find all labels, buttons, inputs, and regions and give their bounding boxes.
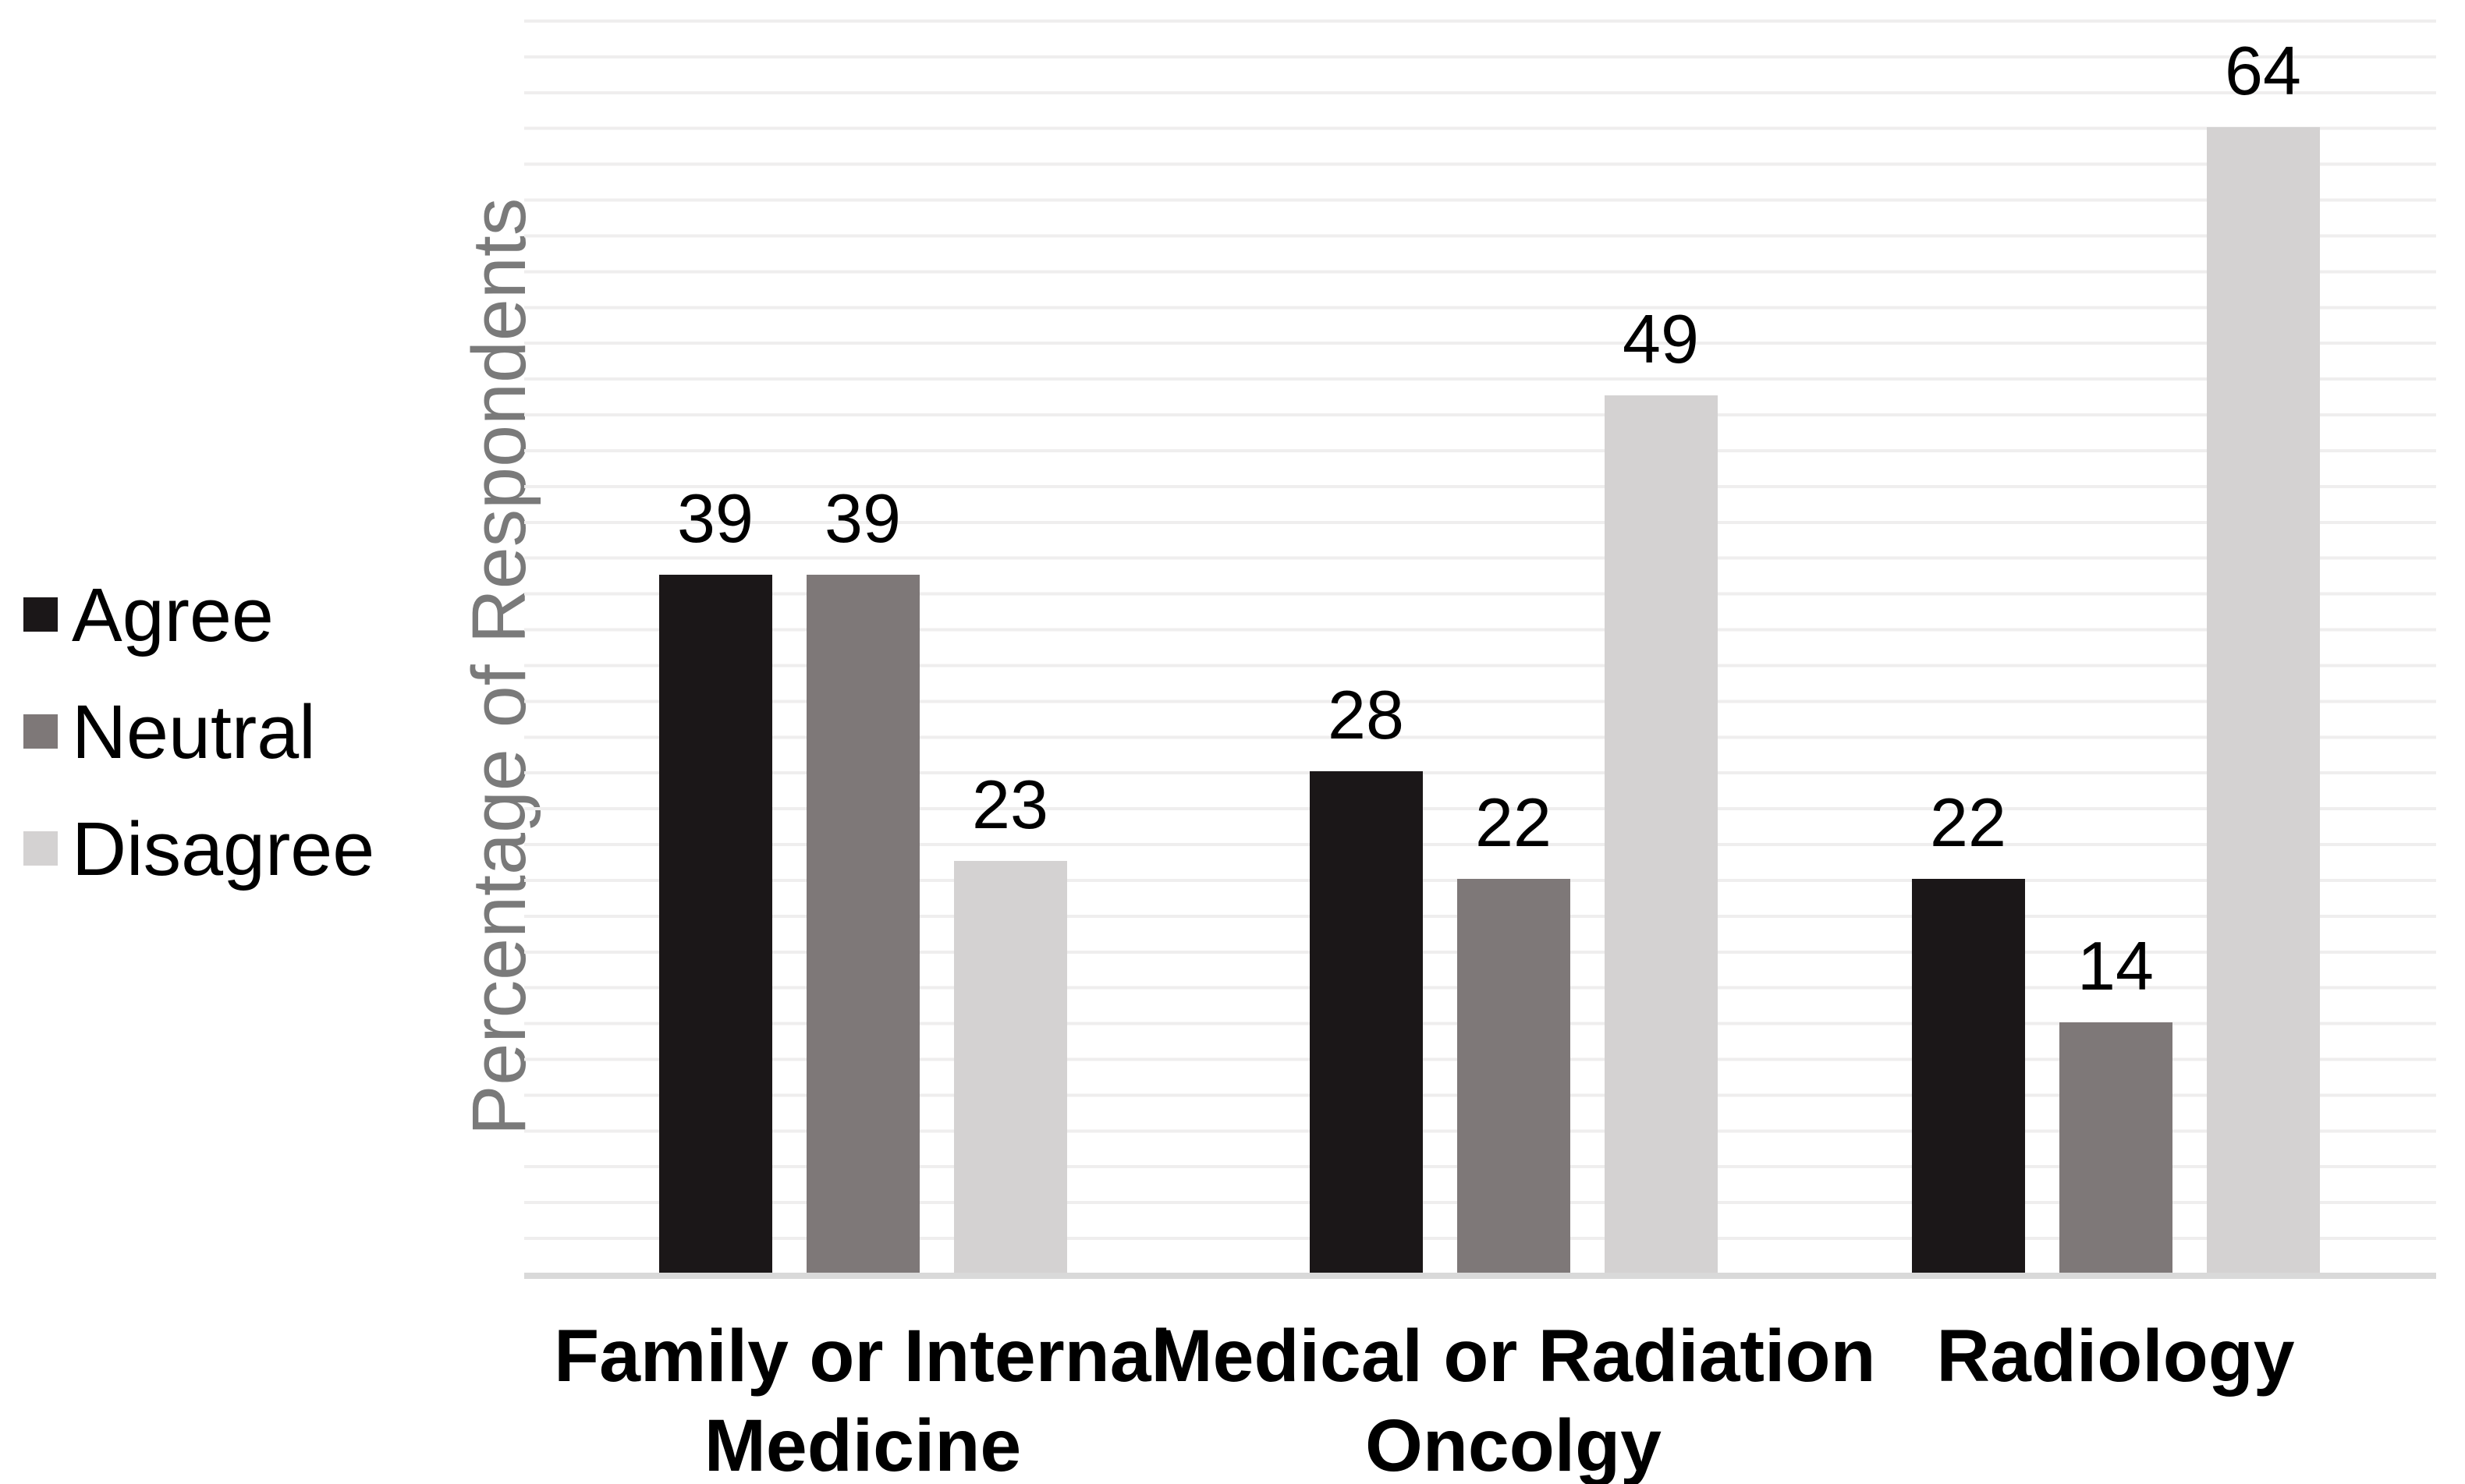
legend-label-agree: Agree <box>72 572 274 657</box>
bar-neutral-group3 <box>2059 1022 2172 1273</box>
bar-agree-group3 <box>1911 878 2025 1273</box>
legend-item-neutral: Neutral <box>23 692 316 770</box>
legend-label-neutral: Neutral <box>72 689 316 774</box>
legend-swatch-neutral-icon <box>23 714 58 749</box>
bar-neutral-group1 <box>806 574 920 1273</box>
legend-item-agree: Agree <box>23 576 274 653</box>
bar-neutral-group2 <box>1456 878 1570 1273</box>
bar-value-label: 22 <box>1475 783 1552 861</box>
bar-value-label: 28 <box>1328 676 1404 754</box>
legend-swatch-disagree-icon <box>23 831 58 866</box>
bar-disagree-group1 <box>953 861 1067 1273</box>
bar-value-label: 14 <box>2077 926 2154 1004</box>
bar-value-label: 39 <box>677 479 754 557</box>
legend-swatch-agree-icon <box>23 597 58 632</box>
bar-value-label: 39 <box>825 479 901 557</box>
category-label: Radiology <box>1936 1315 2295 1397</box>
x-axis-line <box>524 1273 2436 1279</box>
bar-value-label: 23 <box>972 766 1048 843</box>
bar-disagree-group3 <box>2206 126 2320 1273</box>
bar-agree-group2 <box>1309 771 1423 1273</box>
category-label: Family or Internal Medicine <box>554 1315 1172 1484</box>
category-label: Medical or Radiation Oncolgy <box>1151 1315 1876 1484</box>
bar-value-label: 49 <box>1623 300 1699 378</box>
bar-agree-group1 <box>658 574 772 1273</box>
legend-item-disagree: Disagree <box>23 809 374 887</box>
bar-disagree-group2 <box>1604 395 1718 1273</box>
bar-value-label: 22 <box>1930 783 2006 861</box>
legend-label-disagree: Disagree <box>72 806 375 891</box>
bar-value-label: 64 <box>2225 31 2301 109</box>
